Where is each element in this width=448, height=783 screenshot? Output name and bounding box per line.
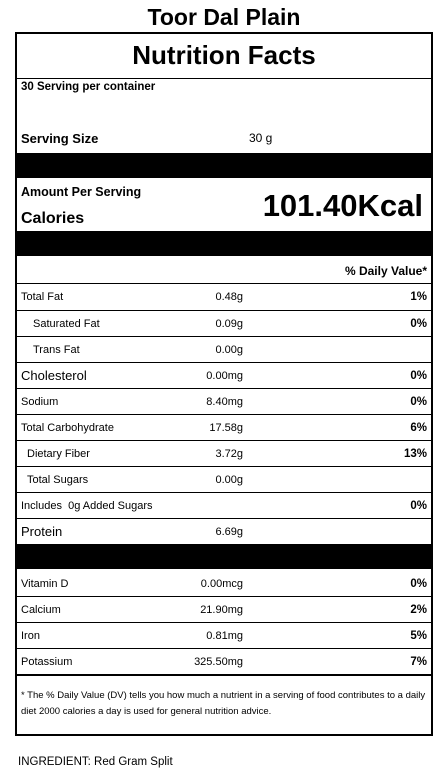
label-heading: Nutrition Facts xyxy=(132,40,316,70)
divider xyxy=(17,492,431,493)
divider xyxy=(17,674,431,676)
mineral-row-iron: Iron 0.81mg 5% xyxy=(17,623,431,649)
divider xyxy=(17,414,431,415)
mineral-name: Potassium xyxy=(21,656,73,668)
divider xyxy=(17,440,431,441)
nutrition-label: Nutrition Facts 30 Serving per container… xyxy=(15,32,433,736)
amount-per-serving: Amount Per Serving xyxy=(21,185,142,199)
nutrient-dv: 0% xyxy=(410,318,427,330)
nutrient-row-dietary-fiber: Dietary Fiber 3.72g 13% xyxy=(17,441,431,467)
divider xyxy=(17,310,431,311)
nutrient-name: Saturated Fat xyxy=(33,318,100,330)
nutrient-amount: 6.69g xyxy=(215,526,243,538)
nutrient-name: Protein xyxy=(21,524,63,539)
nutrient-name: Sodium xyxy=(21,396,59,408)
nutrient-name: Cholesterol xyxy=(21,368,87,383)
divider xyxy=(17,283,431,284)
mineral-row-vitamin-d: Vitamin D 0.00mcg 0% xyxy=(17,571,431,597)
nutrient-amount: 17.58g xyxy=(209,422,243,434)
divider xyxy=(17,622,431,623)
daily-value-header: % Daily Value* xyxy=(344,264,427,278)
ingredients-text: INGREDIENT: Red Gram Split xyxy=(18,756,173,768)
serving-size-label: Serving Size xyxy=(21,131,99,146)
divider xyxy=(17,466,431,467)
nutrient-name: Total Sugars xyxy=(27,474,89,486)
nutrient-name: Trans Fat xyxy=(33,344,80,356)
divider xyxy=(17,362,431,363)
nutrient-amount: 3.72g xyxy=(215,448,243,460)
divider xyxy=(17,388,431,389)
nutrient-name: Dietary Fiber xyxy=(27,448,90,460)
mineral-amount: 0.00mcg xyxy=(200,578,243,590)
mineral-amount: 21.90mg xyxy=(200,604,243,616)
nutrient-row-trans-fat: Trans Fat 0.00g xyxy=(17,337,431,363)
divider xyxy=(17,78,431,79)
nutrient-dv: 0% xyxy=(410,370,427,382)
mineral-amount: 325.50mg xyxy=(194,656,243,668)
product-title: Toor Dal Plain xyxy=(147,4,301,30)
nutrient-name: Total Fat xyxy=(21,291,64,303)
nutrient-amount: 0.48g xyxy=(215,291,243,303)
nutrient-row-total-fat: Total Fat 0.48g 1% xyxy=(17,284,431,310)
nutrient-amount: 0.00g xyxy=(215,474,243,486)
divider xyxy=(17,596,431,597)
nutrient-dv: 0% xyxy=(410,396,427,408)
nutrient-row-total-carbohydrate: Total Carbohydrate 17.58g 6% xyxy=(17,415,431,441)
nutrient-amount: 0.00g xyxy=(215,344,243,356)
calories-value: 101.40Kcal xyxy=(262,188,423,223)
nutrient-name: Includes 0g Added Sugars xyxy=(21,500,153,512)
nutrient-row-protein: Protein 6.69g xyxy=(17,519,431,545)
nutrient-dv: 1% xyxy=(410,291,427,303)
nutrient-dv: 0% xyxy=(410,500,427,512)
nutrient-amount: 8.40mg xyxy=(206,396,243,408)
servings-per-container: 30 Serving per container xyxy=(21,81,156,93)
calories-label: Calories xyxy=(21,210,85,227)
mineral-dv: 2% xyxy=(410,604,427,616)
nutrient-name: Total Carbohydrate xyxy=(21,422,114,434)
nutrient-row-total-sugars: Total Sugars 0.00g xyxy=(17,467,431,493)
nutrient-row-saturated-fat: Saturated Fat 0.09g 0% xyxy=(17,311,431,337)
thick-divider xyxy=(17,231,431,256)
nutrient-amount: 0.09g xyxy=(215,318,243,330)
mineral-name: Iron xyxy=(21,630,40,642)
mineral-dv: 7% xyxy=(410,656,427,668)
mineral-row-calcium: Calcium 21.90mg 2% xyxy=(17,597,431,623)
nutrient-dv: 6% xyxy=(410,422,427,434)
daily-value-footnote: * The % Daily Value (DV) tells you how m… xyxy=(21,690,426,717)
mineral-dv: 0% xyxy=(410,578,427,590)
mineral-name: Vitamin D xyxy=(21,578,69,590)
nutrient-amount: 0.00mg xyxy=(206,370,243,382)
divider xyxy=(17,518,431,519)
mineral-name: Calcium xyxy=(21,604,61,616)
nutrient-row-cholesterol: Cholesterol 0.00mg 0% xyxy=(17,363,431,389)
thick-divider xyxy=(17,544,431,569)
thick-divider xyxy=(17,153,431,178)
divider xyxy=(17,648,431,649)
mineral-row-potassium: Potassium 325.50mg 7% xyxy=(17,649,431,675)
divider xyxy=(17,336,431,337)
nutrient-row-sodium: Sodium 8.40mg 0% xyxy=(17,389,431,415)
nutrient-dv: 13% xyxy=(403,448,427,460)
serving-size-value: 30 g xyxy=(249,131,273,145)
mineral-amount: 0.81mg xyxy=(206,630,243,642)
nutrient-row-added-sugars: Includes 0g Added Sugars 0% xyxy=(17,493,431,519)
mineral-dv: 5% xyxy=(410,630,427,642)
